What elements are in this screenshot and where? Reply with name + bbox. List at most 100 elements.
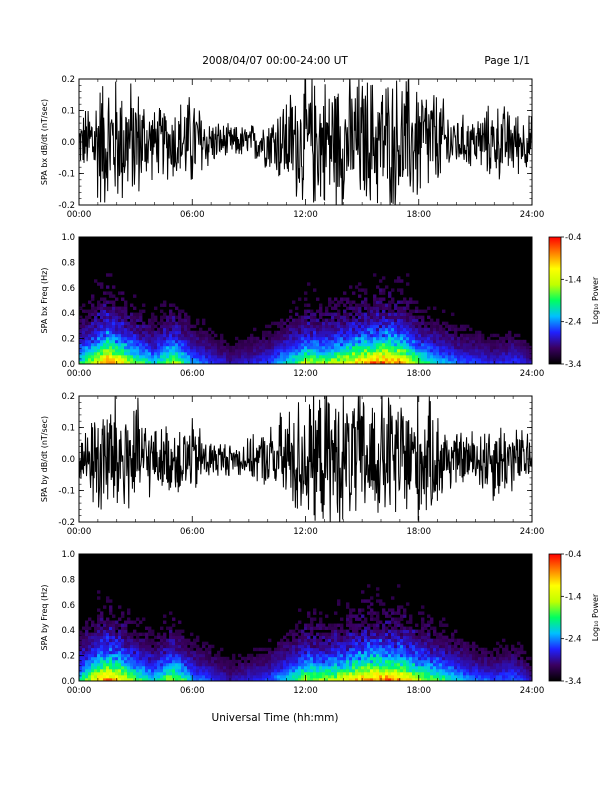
spectrogram-cell xyxy=(424,357,428,362)
spectrogram-cell xyxy=(430,626,434,630)
spectrogram-cell xyxy=(79,315,83,320)
spectrogram-cell xyxy=(460,677,464,681)
spectrogram-cell xyxy=(160,315,164,320)
spectrogram-cell xyxy=(238,677,242,681)
spectrogram-cell xyxy=(304,303,308,307)
colorbar-tick-label: -0.4 xyxy=(565,233,582,243)
spectrogram-cell xyxy=(316,638,320,643)
spectrogram-cell xyxy=(442,360,446,364)
spectrogram-cell xyxy=(442,357,446,362)
spectrogram-cell xyxy=(439,650,443,655)
spectrogram-cell xyxy=(394,629,398,634)
spectrogram-cell xyxy=(139,656,143,661)
spectrogram-cell xyxy=(274,677,278,681)
spectrogram-cell xyxy=(370,641,374,646)
spectrogram-cell xyxy=(337,309,341,313)
spectrogram-cell xyxy=(313,641,317,646)
spectrogram-cell xyxy=(148,626,152,630)
spectrogram-cell xyxy=(130,324,134,329)
spectrogram-cell xyxy=(313,339,317,344)
spectrogram-cell xyxy=(478,351,482,356)
spectrogram-cell xyxy=(406,333,410,338)
spectrogram-cell xyxy=(130,330,134,335)
spectrogram-cell xyxy=(334,626,338,630)
spectrogram-cell xyxy=(253,345,257,350)
spectrogram-cell xyxy=(85,656,89,661)
spectrogram-cell xyxy=(253,351,257,356)
spectrogram-cell xyxy=(319,626,323,630)
spectrogram-cell xyxy=(274,339,278,344)
spectrogram-cell xyxy=(376,303,380,307)
spectrogram-cell xyxy=(109,650,113,655)
spectrogram-cell xyxy=(307,674,311,679)
spectrogram-cell xyxy=(172,339,176,344)
spectrogram-cell xyxy=(520,348,524,353)
spectrogram-cell xyxy=(208,659,212,664)
spectrogram-cell xyxy=(85,638,89,643)
spectrogram-cell xyxy=(106,354,110,359)
spectrogram-cell xyxy=(100,653,104,658)
spectrogram-cell xyxy=(220,342,224,347)
spectrogram-cell xyxy=(481,351,485,356)
x-tick-label: 00:00 xyxy=(67,369,92,379)
spectrogram-cell xyxy=(445,321,449,326)
spectrogram-cell xyxy=(400,315,404,320)
spectrogram-cell xyxy=(286,351,290,356)
spectrogram-cell xyxy=(418,357,422,362)
spectrogram-cell xyxy=(328,677,332,681)
spectrogram-cell xyxy=(454,345,458,350)
spectrogram-cell xyxy=(235,677,239,681)
spectrogram-cell xyxy=(286,339,290,344)
spectrogram-cell xyxy=(307,677,311,681)
colorbar-gradient xyxy=(548,236,562,365)
spectrogram-cell xyxy=(493,345,497,350)
spectrogram-cell xyxy=(412,315,416,320)
spectrogram-cell xyxy=(367,336,371,341)
spectrogram-cell xyxy=(334,653,338,658)
spectrogram-cell xyxy=(283,662,287,667)
spectrogram-cell xyxy=(256,671,260,676)
spectrogram-cell xyxy=(382,662,386,667)
spectrogram-cell xyxy=(379,659,383,664)
spectrogram-cell xyxy=(109,333,113,338)
spectrogram-cell xyxy=(295,677,299,681)
spectrogram-cell xyxy=(118,318,122,323)
spectrogram-cell xyxy=(97,348,101,353)
spectrogram-cell xyxy=(421,617,425,621)
spectrogram-cell xyxy=(445,345,449,350)
spectrogram-cell xyxy=(301,647,305,652)
spectrogram-cell xyxy=(163,330,167,335)
spectrogram-cell xyxy=(304,336,308,341)
spectrogram-cell xyxy=(346,345,350,350)
spectrogram-cell xyxy=(124,623,128,627)
spectrogram-cell xyxy=(331,348,335,353)
spectrogram-cell xyxy=(436,647,440,652)
spectrogram-cell xyxy=(454,629,458,634)
spectrogram-cell xyxy=(85,342,89,347)
spectrogram-cell xyxy=(373,632,377,637)
spectrogram-cell xyxy=(79,671,83,676)
spectrogram-cell xyxy=(316,321,320,326)
spectrogram-cell xyxy=(433,668,437,673)
spectrogram-cell xyxy=(142,339,146,344)
spectrogram-cell xyxy=(130,641,134,646)
spectrogram-cell xyxy=(130,662,134,667)
spectrogram-cell xyxy=(460,647,464,652)
spectrogram-cell xyxy=(505,342,509,347)
spectrogram-cell xyxy=(301,644,305,649)
spectrogram-cell xyxy=(88,665,92,670)
spectrogram-cell xyxy=(427,677,431,681)
spectrogram-cell xyxy=(79,360,83,364)
spectrogram-cell xyxy=(109,638,113,643)
spectrogram-cell xyxy=(307,330,311,335)
spectrogram-cell xyxy=(331,647,335,652)
spectrogram-cell xyxy=(421,635,425,640)
spectrogram-cell xyxy=(109,620,113,624)
spectrogram-cell xyxy=(289,647,293,652)
spectrogram-cell xyxy=(91,659,95,664)
spectrogram-cell xyxy=(307,635,311,640)
spectrogram-cell xyxy=(331,315,335,320)
spectrogram-cell xyxy=(136,647,140,652)
spectrogram-cell xyxy=(238,342,242,347)
spectrogram-cell xyxy=(424,659,428,664)
